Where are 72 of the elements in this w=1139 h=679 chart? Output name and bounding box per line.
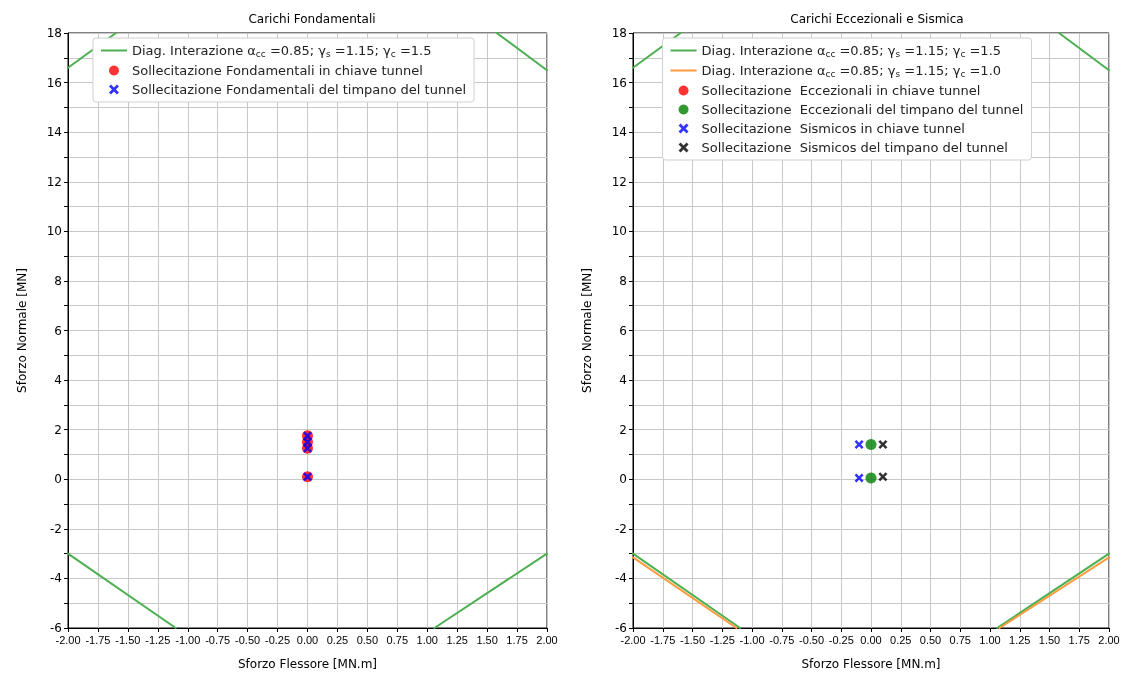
y-tick-label: 14 — [611, 125, 627, 140]
x-tick-label: -1.25 — [709, 633, 735, 646]
y-tick-label: 0 — [54, 472, 62, 487]
y-axis-title: Sforzo Normale [MN] — [15, 268, 29, 393]
x-tick-label: -2.00 — [55, 633, 81, 646]
x-tick-label: 1.00 — [416, 633, 438, 646]
legend-label: Sollecitazione Eccezionali in chiave tunnel — [701, 83, 981, 98]
x-tick-label: 1.75 — [1068, 633, 1090, 646]
x-tick-label: 1.25 — [1009, 633, 1031, 646]
x-tick-label: 0.50 — [919, 633, 942, 646]
x-tick-label: 0.25 — [326, 633, 349, 646]
x-tick-label: 1.50 — [476, 633, 498, 646]
x-tick-label: 1.75 — [506, 633, 528, 646]
y-tick-label: 2 — [54, 422, 62, 437]
x-tick-label: 0.50 — [356, 633, 379, 646]
x-tick-label: -1.75 — [650, 633, 676, 646]
y-tick-label: 12 — [46, 174, 62, 189]
y-tick-label: -4 — [50, 571, 62, 586]
x-tick-label: 0.00 — [296, 633, 319, 646]
y-tick-label: -2 — [50, 521, 62, 536]
y-tick-label: -6 — [50, 621, 62, 635]
y-tick-label: 16 — [611, 75, 627, 90]
x-tick-label: -1.50 — [115, 633, 141, 646]
x-axis-title: Sforzo Flessore [MN.m] — [237, 657, 378, 671]
x-tick-label: -0.25 — [828, 633, 854, 646]
legend-label: Sollecitazione Fondamentali in chiave tunnel — [131, 63, 423, 78]
x-tick-label: -2.00 — [620, 633, 646, 646]
y-tick-label: 16 — [46, 75, 62, 90]
legend-label: Sollecitazione Sismicos in chiave tunnel — [701, 121, 965, 136]
y-tick-label: -4 — [615, 571, 627, 586]
chart-title: Carichi Fondamentali — [248, 12, 376, 26]
x-tick-label: -0.75 — [205, 633, 231, 646]
x-tick-label: 2.00 — [1098, 633, 1120, 646]
y-tick-label: 18 — [611, 26, 627, 40]
x-tick-label: -1.75 — [85, 633, 111, 646]
x-tick-label: -0.50 — [798, 633, 825, 646]
x-axis-title: Sforzo Flessore [MN.m] — [801, 657, 941, 671]
x-tick-label: 0.25 — [890, 633, 912, 646]
y-tick-label: 8 — [619, 273, 627, 288]
y-tick-label: 4 — [54, 373, 62, 388]
y-tick-label: 6 — [54, 323, 62, 338]
chart-title: Carichi Eccezionali e Sismica — [790, 12, 964, 26]
x-tick-label: 1.00 — [979, 633, 1001, 646]
y-tick-label: 12 — [611, 174, 627, 189]
x-tick-label: -1.00 — [739, 633, 765, 646]
x-tick-label: -1.00 — [175, 633, 201, 646]
x-tick-label: 0.75 — [949, 633, 971, 646]
y-tick-label: 14 — [46, 125, 62, 140]
y-tick-label: 0 — [619, 472, 627, 487]
y-tick-label: 10 — [611, 224, 627, 239]
y-tick-label: -2 — [615, 521, 627, 536]
x-tick-label: 0.75 — [386, 633, 409, 646]
x-tick-label: -0.50 — [235, 633, 261, 646]
x-tick-label: 1.50 — [1038, 633, 1061, 646]
x-tick-label: 0.00 — [860, 633, 882, 646]
y-axis-title: Sforzo Normale [MN] — [580, 268, 594, 393]
y-tick-label: 4 — [619, 373, 627, 388]
x-tick-label: -0.25 — [265, 633, 291, 646]
x-tick-label: 2.00 — [536, 633, 558, 646]
y-tick-label: 18 — [46, 26, 62, 40]
legend-label: Sollecitazione Sismicos del timpano del tunnel — [701, 140, 1008, 155]
x-tick-label: -1.50 — [679, 633, 706, 646]
y-tick-label: 6 — [619, 323, 627, 338]
y-tick-label: 8 — [54, 273, 62, 288]
y-tick-label: 10 — [46, 224, 62, 239]
y-tick-label: 2 — [619, 422, 627, 437]
x-tick-label: -0.75 — [769, 633, 795, 646]
x-tick-label: -1.25 — [145, 633, 171, 646]
x-tick-label: 1.25 — [446, 633, 468, 646]
legend-label: Sollecitazione Fondamentali del timpano del tunnel — [131, 82, 467, 97]
y-tick-label: -6 — [615, 621, 627, 635]
legend-label: Sollecitazione Eccezionali del timpano del tunnel — [701, 102, 1024, 117]
